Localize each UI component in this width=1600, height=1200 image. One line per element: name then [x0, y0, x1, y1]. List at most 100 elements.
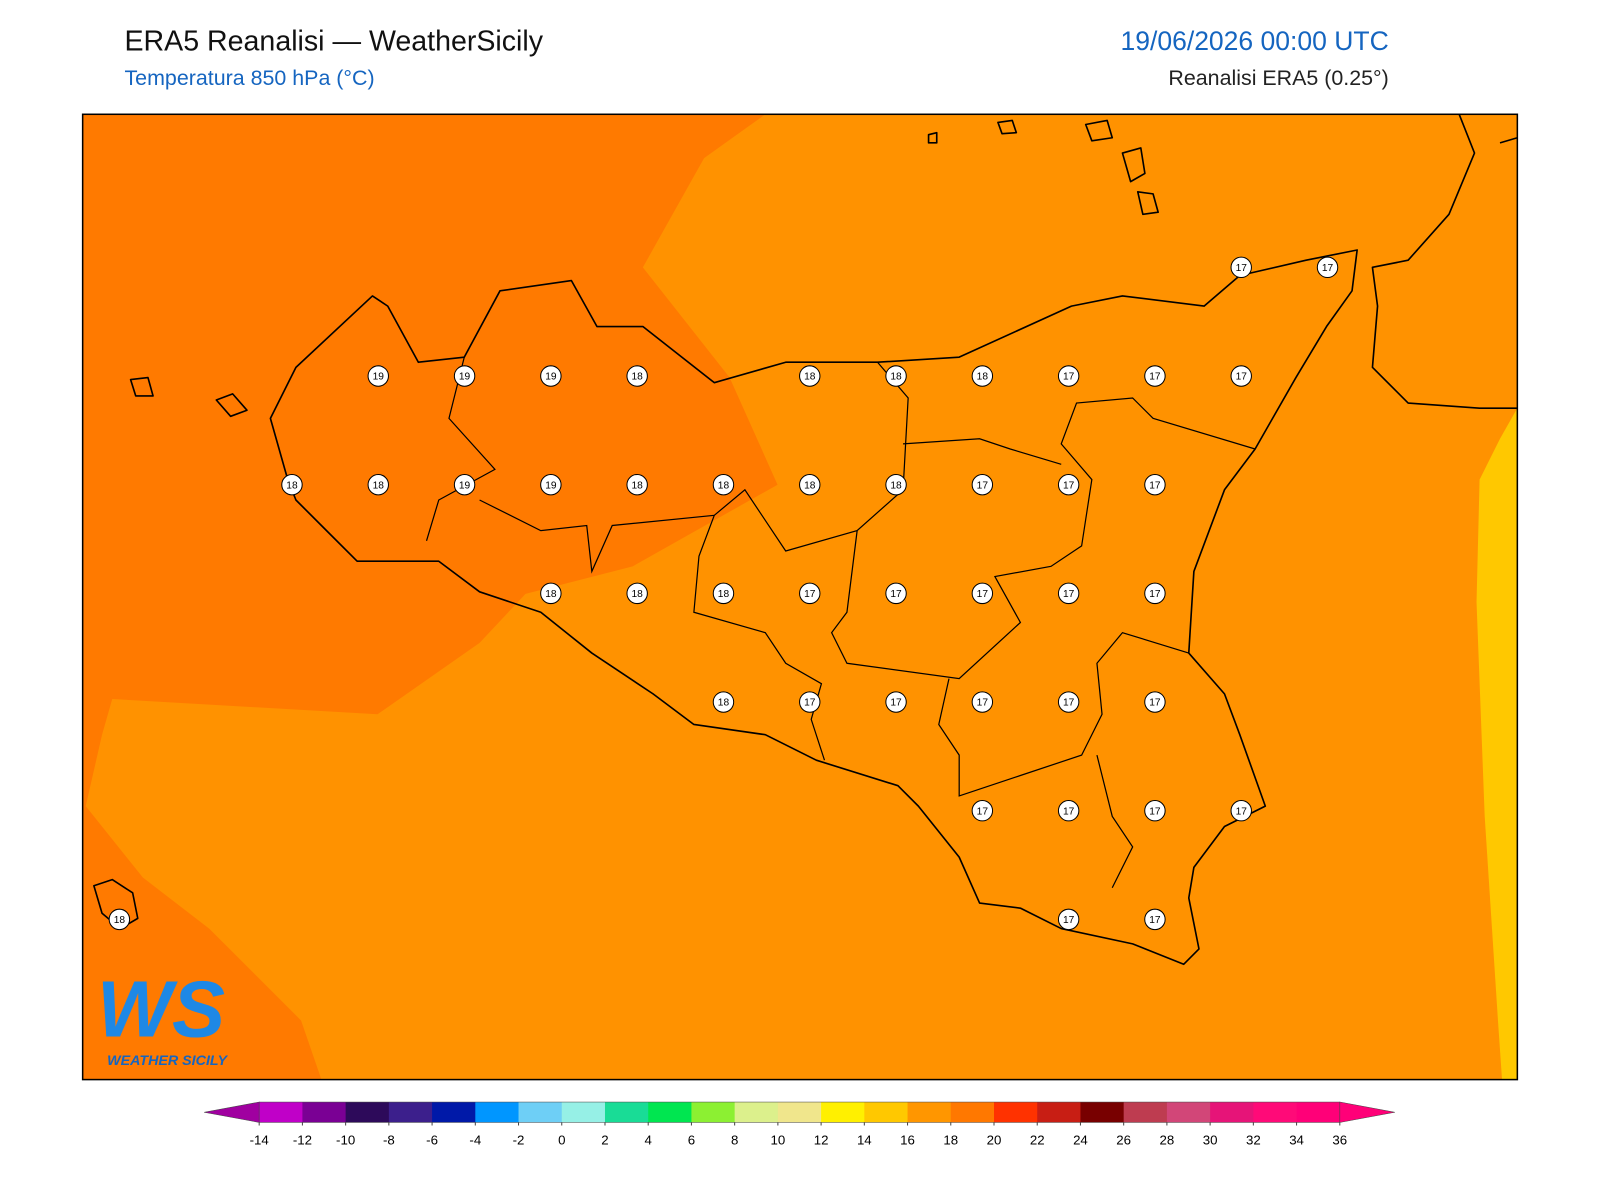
station-marker	[626, 582, 648, 605]
station-value: 17	[1149, 589, 1161, 600]
colorbar-tick-label: -2	[513, 1132, 525, 1147]
colorbar-segment	[777, 1102, 822, 1123]
station-value: 17	[1236, 372, 1248, 383]
station-value: 17	[804, 589, 816, 600]
station-value: 18	[631, 372, 643, 383]
station-marker	[885, 691, 907, 713]
station-value: 19	[545, 480, 557, 491]
colorbar-tick-label: 26	[1116, 1132, 1131, 1147]
station-value: 19	[459, 480, 471, 491]
station-marker	[367, 473, 389, 496]
station-marker	[453, 473, 476, 496]
subtitle: Temperatura 850 hPa (°C)	[124, 66, 374, 90]
station-value: 17	[804, 698, 816, 709]
colorbar-segment	[388, 1102, 433, 1123]
station-value: 18	[804, 480, 816, 491]
station-value: 18	[286, 480, 298, 491]
colorbar-segment	[432, 1102, 476, 1123]
station-marker	[885, 365, 907, 387]
station-marker	[971, 691, 994, 713]
colorbar-segment	[1210, 1102, 1254, 1123]
station-marker	[1144, 365, 1166, 387]
station-value: 18	[631, 589, 643, 600]
station-marker	[971, 365, 994, 387]
colorbar-segment	[561, 1102, 606, 1123]
station-value: 17	[1236, 806, 1248, 817]
colorbar-tick-label: 2	[601, 1132, 608, 1147]
logo-name: WEATHER SICILY	[107, 1053, 228, 1069]
logo-initials: WS	[97, 964, 225, 1053]
station-marker	[885, 582, 907, 605]
map: 17 17 19 19 19 18 18 18 18 17 17 17 18 18 19 19 18 18 18 18…	[82, 114, 1518, 1080]
station-marker	[1230, 256, 1252, 279]
colorbar-tick-label: 32	[1246, 1132, 1261, 1147]
colorbar-tick-label: -4	[469, 1132, 481, 1147]
station-marker	[712, 691, 735, 713]
station-value: 18	[718, 480, 730, 491]
station-value: 19	[545, 372, 557, 383]
colorbar-tick-label: -6	[426, 1132, 438, 1147]
station-value: 19	[373, 372, 385, 383]
colorbar-segment	[604, 1102, 649, 1123]
station-marker	[799, 582, 821, 605]
datetime: 19/06/2026 00:00 UTC	[1120, 26, 1388, 56]
station-marker	[1230, 800, 1252, 822]
colorbar-segment	[950, 1102, 995, 1123]
colorbar-segment	[1080, 1102, 1125, 1123]
station-marker	[1057, 908, 1080, 931]
station-marker	[540, 365, 562, 387]
station-marker	[799, 473, 821, 496]
station-marker	[1144, 691, 1166, 713]
colorbar-segment	[691, 1102, 736, 1123]
station-value: 17	[1063, 480, 1075, 491]
colorbar-segment	[518, 1102, 563, 1123]
colorbar-tick-label: 4	[645, 1132, 652, 1147]
colorbar-segment	[864, 1102, 909, 1123]
station-values: 17 17 19 19 19 18 18 18 18 17 17 17 18 18 19 19 18 18 18 18…	[108, 256, 1339, 931]
station-marker	[367, 365, 389, 387]
station-marker	[1144, 800, 1166, 822]
station-value: 17	[1149, 806, 1161, 817]
station-marker	[108, 908, 131, 931]
colorbar-segment	[1166, 1102, 1211, 1123]
colorbar-tick-label: 16	[900, 1132, 915, 1147]
station-marker	[799, 691, 821, 713]
station-marker	[1057, 365, 1080, 387]
colorbar-tick-label: 34	[1289, 1132, 1304, 1147]
colorbar-tick-label: -12	[293, 1132, 312, 1147]
station-value: 17	[977, 806, 989, 817]
map-frame	[81, 113, 1519, 1081]
station-value: 18	[718, 698, 730, 709]
station-value: 18	[545, 589, 557, 600]
station-marker	[971, 582, 994, 605]
colorbar-segment	[1123, 1102, 1168, 1123]
station-marker	[626, 365, 648, 387]
colorbar-tick-label: 30	[1203, 1132, 1218, 1147]
province-borders	[425, 356, 1256, 889]
station-marker	[712, 582, 735, 605]
colorbar-segment	[734, 1102, 779, 1123]
station-marker	[1144, 908, 1166, 931]
colorbar-extend-high	[1339, 1101, 1395, 1123]
colorbar-tick-label: -14	[250, 1132, 269, 1147]
colorbar-segment	[994, 1102, 1038, 1123]
colorbar-segment	[821, 1102, 865, 1123]
station-value: 17	[977, 480, 989, 491]
station-value: 17	[1063, 806, 1075, 817]
station-marker	[1144, 582, 1166, 605]
field-14-16	[1476, 408, 1518, 1080]
colorbar-segment	[1253, 1102, 1298, 1123]
station-value: 17	[1149, 915, 1161, 926]
colorbar-tick-label: 22	[1030, 1132, 1045, 1147]
colorbar-tick-label: 14	[857, 1132, 872, 1147]
colorbar-segment	[907, 1102, 952, 1123]
station-marker	[799, 365, 821, 387]
station-marker	[626, 473, 648, 496]
station-value: 18	[890, 480, 902, 491]
station-value: 17	[977, 698, 989, 709]
title: ERA5 Reanalisi — WeatherSicily	[124, 25, 543, 57]
station-marker	[453, 365, 476, 387]
colorbar-tick-label: 20	[987, 1132, 1002, 1147]
station-marker	[971, 473, 994, 496]
